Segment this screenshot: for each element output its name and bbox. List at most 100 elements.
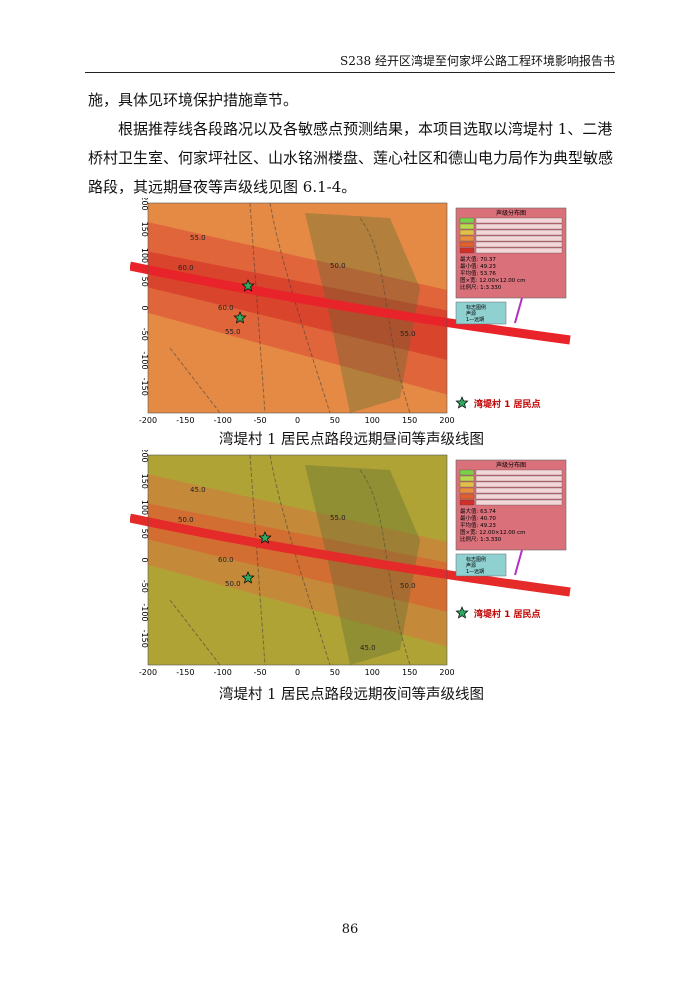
pole-line: [514, 549, 523, 576]
x-tick-label: 0: [295, 668, 300, 677]
x-tick-label: -100: [214, 416, 232, 425]
map-frame: [147, 454, 448, 666]
sensitive-point-marker: [241, 571, 255, 584]
y-tick-label: -100: [140, 603, 149, 621]
contour-label: 55.0: [190, 234, 206, 242]
legend-cell: [475, 493, 563, 500]
legend-cell: [475, 499, 563, 506]
legend-title: 声级分布图: [496, 461, 526, 469]
legend-swatch: [459, 469, 475, 476]
contour-label: 50.0: [178, 516, 194, 524]
legend-marker: [455, 606, 469, 619]
legend-marker: [455, 396, 469, 409]
noise-contour-map: 45.0 50.0 55.0 60.0 50.0 50.0 45.0 -200 -150 -100…: [130, 450, 571, 677]
x-tick-label: -50: [254, 416, 267, 425]
legend-cell: [475, 235, 563, 242]
y-tick-label: 200: [140, 450, 149, 463]
x-tick-label: -200: [139, 416, 157, 425]
x-tick-label: 50: [330, 668, 340, 677]
y-tick-label: -50: [140, 328, 149, 341]
y-tick-label: 150: [140, 222, 149, 237]
y-tick-label: 0: [140, 305, 149, 310]
contour-label: 45.0: [360, 644, 376, 652]
legend-stat: 最大值: 70.37: [460, 255, 496, 263]
route-legend-box: [455, 301, 507, 325]
legend-swatch: [459, 481, 475, 488]
contour-label: 60.0: [218, 304, 234, 312]
y-tick-label: 200: [140, 198, 149, 211]
contour-label: 55.0: [400, 330, 416, 338]
contour-label: 55.0: [330, 514, 346, 522]
legend-cell: [475, 247, 563, 254]
x-tick-label: 0: [295, 416, 300, 425]
x-tick-label: 100: [365, 416, 380, 425]
x-tick-label: -200: [139, 668, 157, 677]
contour-band: [148, 503, 447, 612]
x-tick-label: 100: [365, 668, 380, 677]
figure-caption: 湾堤村 1 居民点路段远期昼间等声级线图: [219, 432, 484, 448]
noise-contour-map: 55.0 60.0 50.0 60.0 55.0 55.0 -200 -150 -100 -50 0…: [130, 198, 571, 425]
legend-swatch: [459, 475, 475, 482]
pole-line: [514, 297, 523, 324]
page-number: 86: [341, 922, 359, 937]
route-legend-text: 1—远期: [466, 316, 484, 323]
legend-swatch: [459, 241, 475, 248]
running-header: S238 经开区湾堤至何家坪公路工程环境影响报告书: [340, 54, 615, 68]
legend-cell: [475, 475, 563, 482]
y-tick-label: 0: [140, 557, 149, 562]
sensitive-point-marker: [258, 531, 272, 544]
map-area: 55.0 60.0 50.0 60.0 55.0 55.0: [148, 203, 447, 413]
route-legend-text: 声源: [466, 562, 476, 569]
legend-swatch: [459, 217, 475, 224]
marker-label: 湾堤村 1 居民点: [474, 398, 541, 410]
legend-swatch: [459, 229, 475, 236]
contour-label: 55.0: [225, 328, 241, 336]
legend-stat: 比例尺: 1:3.330: [460, 535, 502, 543]
legend-cell: [475, 229, 563, 236]
legend-stat: 图×宽: 12.00×12.00 cm: [460, 276, 525, 284]
x-tick-label: 150: [402, 416, 417, 425]
sensitive-point-marker: [233, 311, 247, 324]
paragraph: 施，具体见环境保护措施章节。: [88, 91, 299, 109]
road: [130, 513, 571, 597]
legend-swatch: [459, 487, 475, 494]
legend-swatch: [459, 223, 475, 230]
contour-band: [148, 251, 447, 360]
contour-label: 60.0: [218, 556, 234, 564]
legend-stat: 比例尺: 1:3.330: [460, 283, 502, 291]
paragraph: 根据推荐线各段路况以及各敏感点预测结果，本项目选取以湾堤村 1、二港桥村卫生室、…: [88, 120, 614, 196]
route-legend-text: 1—远期: [466, 568, 484, 575]
map-frame: [147, 202, 448, 414]
contour-label: 60.0: [178, 264, 194, 272]
contour-label: 45.0: [190, 486, 206, 494]
x-tick-label: 50: [330, 416, 340, 425]
legend-cell: [475, 223, 563, 230]
sensitive-point-marker: [241, 279, 255, 292]
legend-cell: [475, 487, 563, 494]
legend-swatch: [459, 499, 475, 506]
legend-swatch: [459, 493, 475, 500]
y-tick-label: 150: [140, 474, 149, 489]
legend-stat: 最大值: 63.74: [460, 507, 496, 515]
legend-stat: 最小值: 49.23: [460, 262, 496, 270]
y-tick-label: 100: [140, 500, 149, 515]
contour-label: 50.0: [400, 582, 416, 590]
route-legend-text: 声源: [466, 310, 476, 317]
x-tick-label: 200: [439, 668, 454, 677]
map-area: 45.0 50.0 55.0 60.0 50.0 50.0 45.0: [148, 455, 447, 665]
x-tick-label: -50: [254, 668, 267, 677]
y-tick-label: -150: [140, 378, 149, 396]
contour-label: 50.0: [330, 262, 346, 270]
route-legend-box: [455, 553, 507, 577]
header-rule: [85, 72, 615, 73]
route-legend-text: 标志图例: [466, 304, 486, 311]
y-tick-label: -50: [140, 580, 149, 593]
legend-stat: 图×宽: 12.00×12.00 cm: [460, 528, 525, 536]
y-tick-label: -100: [140, 351, 149, 369]
x-tick-label: -150: [176, 416, 194, 425]
legend-cell: [475, 217, 563, 224]
x-tick-label: -100: [214, 668, 232, 677]
y-tick-label: 100: [140, 248, 149, 263]
figure-caption: 湾堤村 1 居民点路段远期夜间等声级线图: [219, 687, 484, 703]
